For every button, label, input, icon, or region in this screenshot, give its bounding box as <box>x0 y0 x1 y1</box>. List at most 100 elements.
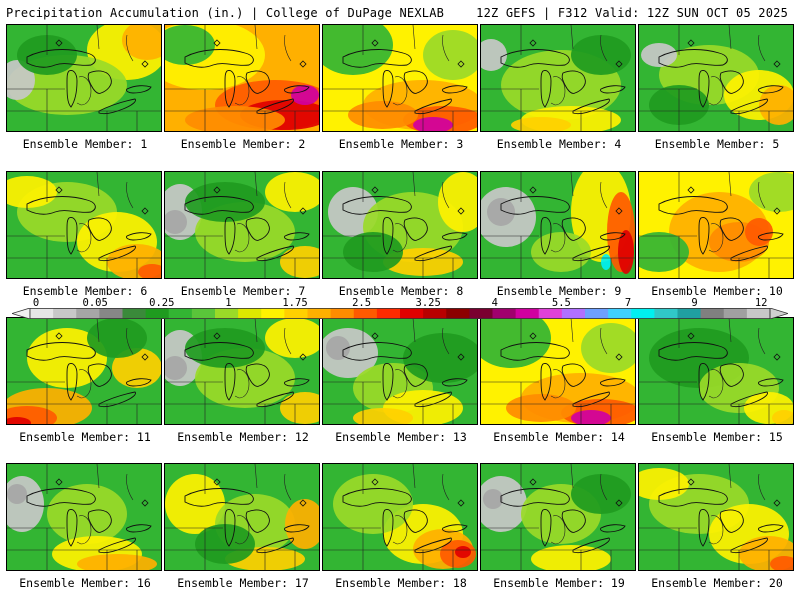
precip-region <box>639 232 689 272</box>
lake-outline <box>26 196 96 215</box>
precip-region <box>618 230 634 274</box>
precip-region <box>326 336 350 360</box>
ensemble-member-caption: Ensemble Member: 7 <box>180 284 306 298</box>
precip-region <box>112 348 161 388</box>
precip-region <box>165 25 215 65</box>
lake-outline <box>600 524 626 533</box>
ensemble-member-panel: Ensemble Member: 16 <box>6 463 162 590</box>
lake-outline <box>600 85 626 94</box>
precip-region <box>483 489 503 509</box>
lake-outline <box>87 363 112 387</box>
michigan-coast <box>234 369 250 399</box>
lake-outline <box>658 488 728 507</box>
colorbar-tick-label: 2.5 <box>352 297 372 309</box>
station-marker <box>141 207 149 215</box>
station-marker <box>299 499 307 507</box>
station-marker <box>55 186 63 194</box>
michigan-coast <box>392 76 408 106</box>
colorbar-swatch <box>307 308 332 319</box>
precip-region <box>601 254 611 270</box>
station-marker <box>457 207 465 215</box>
colorbar-swatch <box>53 308 77 319</box>
colorbar-swatch <box>746 308 771 319</box>
border-canada <box>126 181 134 209</box>
ensemble-member-panel: Ensemble Member: 2 <box>164 24 320 151</box>
precip-region <box>639 468 689 500</box>
station-marker <box>371 478 379 486</box>
ensemble-member-panel: Ensemble Member: 9 <box>480 171 636 298</box>
lake-outline <box>442 232 468 241</box>
station-marker <box>213 186 221 194</box>
colorbar-swatch <box>469 308 493 319</box>
lake-outline <box>540 363 552 401</box>
station-marker <box>457 499 465 507</box>
precip-map <box>638 24 794 132</box>
lake-outline <box>26 488 96 507</box>
lake-outline <box>284 232 310 241</box>
ensemble-member-panel: Ensemble Member: 20 <box>638 463 794 590</box>
lake-outline <box>698 70 710 108</box>
colorbar-swatch <box>215 308 239 319</box>
lake-outline <box>342 342 412 361</box>
lake-outline <box>403 217 428 241</box>
precip-region <box>165 210 187 234</box>
border-canada <box>96 318 100 343</box>
colorbar-swatch <box>492 308 517 319</box>
precip-region <box>455 546 471 558</box>
precip-map <box>6 317 162 425</box>
precip-region <box>531 232 591 272</box>
precip-region <box>195 524 255 564</box>
michigan-coast <box>76 515 92 545</box>
station-marker <box>773 207 781 215</box>
border-canada <box>600 34 608 62</box>
border-canada <box>728 464 732 489</box>
lake-outline <box>245 509 270 533</box>
border-canada <box>96 25 100 50</box>
lake-outline <box>66 363 78 401</box>
precip-region <box>438 172 477 232</box>
precip-region <box>481 39 507 71</box>
lake-outline <box>698 217 710 255</box>
border-canada <box>758 181 766 209</box>
michigan-coast <box>550 369 566 399</box>
colorbar-swatch <box>538 308 563 319</box>
ensemble-member-caption: Ensemble Member: 4 <box>496 137 622 151</box>
colorbar-swatch <box>677 308 702 319</box>
lake-outline <box>442 85 468 94</box>
precip-map <box>164 24 320 132</box>
border-canada <box>96 172 100 197</box>
lake-outline <box>403 363 428 387</box>
station-marker <box>773 60 781 68</box>
lake-outline <box>184 196 254 215</box>
michigan-coast <box>234 515 250 545</box>
precip-region <box>343 232 403 272</box>
precip-region <box>759 85 793 125</box>
michigan-coast <box>76 369 92 399</box>
colorbar-tick-label: 1.75 <box>282 297 308 309</box>
ensemble-member-caption: Ensemble Member: 1 <box>22 137 148 151</box>
precip-map <box>480 317 636 425</box>
michigan-coast <box>708 76 724 106</box>
precip-map <box>322 317 478 425</box>
station-marker <box>299 207 307 215</box>
lake-outline <box>758 524 784 533</box>
precip-region <box>285 499 319 549</box>
precip-region <box>7 484 27 504</box>
precip-map <box>638 171 794 279</box>
station-marker <box>457 353 465 361</box>
colorbar-swatch <box>423 308 447 319</box>
station-marker <box>141 353 149 361</box>
border-canada <box>442 473 450 501</box>
ensemble-member-caption: Ensemble Member: 9 <box>496 284 622 298</box>
ensemble-member-panel: Ensemble Member: 1 <box>6 24 162 151</box>
station-marker <box>141 499 149 507</box>
lake-outline <box>184 49 254 68</box>
colorbar-border <box>29 308 771 319</box>
lake-outline <box>758 232 784 241</box>
precip-map <box>164 463 320 571</box>
colorbar-swatch <box>585 308 609 319</box>
ensemble-member-caption: Ensemble Member: 8 <box>338 284 464 298</box>
precip-region <box>353 408 413 424</box>
colorbar-swatch <box>145 308 170 319</box>
precip-region <box>265 172 319 212</box>
